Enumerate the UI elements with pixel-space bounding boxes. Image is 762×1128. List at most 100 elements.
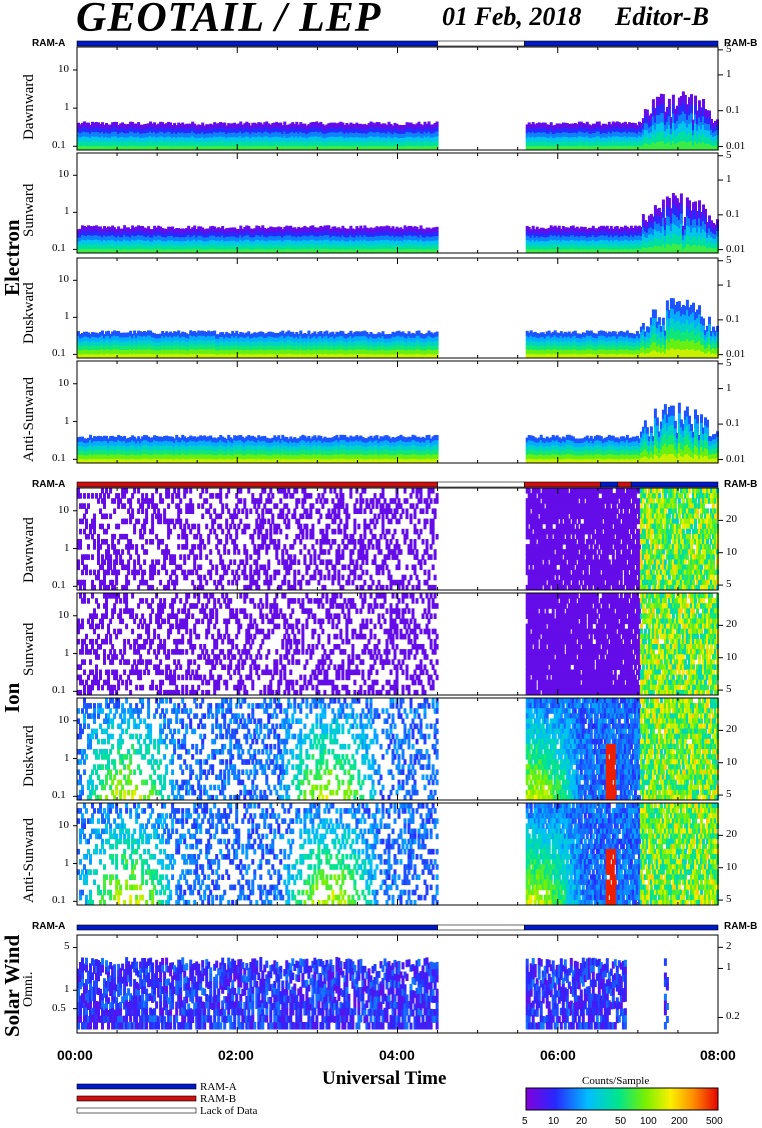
y-tick-label: 1 [64,415,70,427]
ram-segment-ion [617,481,632,488]
instrument-title: GEOTAIL / LEP [76,0,381,42]
y-tick-label-right: 5 [726,788,732,800]
panel-ion-anti-sunward [73,802,723,906]
panel-ion-duskward [73,697,723,801]
y-tick-label-right: 1 [726,961,732,973]
ion-sunward-label: Sunward [21,623,38,676]
colorbar-tick: 500 [706,1116,723,1127]
y-tick-label: 10 [58,63,69,75]
panel-electron-anti-sunward [73,360,723,464]
electron-dawnward-label: Dawnward [21,74,38,140]
y-tick-label-right: 10 [726,651,737,663]
y-tick-label: 1 [64,647,70,659]
colorbar-tick: 10 [548,1116,559,1127]
ion-anti-sunward-label: Anti-Sunward [21,818,38,903]
colorbar-tick: 20 [576,1116,587,1127]
legend-swatch-ram-b [76,1095,197,1102]
y-tick-label: 10 [58,273,69,285]
panel-ion-sunward [73,592,723,696]
ram-segment-ion [524,481,601,488]
legend-ram-b-label: RAM-B [200,1093,236,1105]
panel-electron-sunward [73,152,723,254]
panel-ion-dawnward [73,487,723,591]
y-tick-label-right: 20 [726,723,737,735]
ram-segment-solar_wind [524,924,719,931]
y-tick-label: 0.1 [52,139,66,151]
y-tick-label-right: 5 [726,149,732,161]
panel-solar-wind-omni [73,934,723,1034]
y-tick-label-right: 0.01 [726,453,745,465]
ram-segment-ion [437,481,525,488]
ram-segment-electron [524,40,719,47]
y-tick-label-right: 20 [726,618,737,630]
y-tick-label-right: 1 [726,173,732,185]
y-tick-label-right: 20 [726,513,737,525]
y-tick-label: 1 [64,101,70,113]
y-tick-label-right: 5 [726,893,732,905]
y-tick-label-right: 5 [726,43,732,55]
y-tick-label-right: 0.01 [726,243,745,255]
y-tick-label: 0.1 [52,789,66,801]
y-tick-label: 10 [58,714,69,726]
y-tick-label: 1 [64,857,70,869]
x-axis-label: Universal Time [322,1068,446,1090]
ion-duskward-label: Duskward [21,725,38,787]
panel-electron-dawnward [73,46,723,151]
electron-sunward-label: Sunward [21,184,38,237]
electron-ram-right-label: RAM-B [724,38,757,49]
y-tick-label-right: 20 [726,828,737,840]
colorbar-tick: 5 [522,1116,528,1127]
y-tick-label-right: 10 [726,546,737,558]
date-title: 01 Feb, 2018 [442,2,581,32]
y-tick-label-right: 2 [726,940,732,952]
y-tick-label-right: 1 [726,278,732,290]
y-tick-label: 1 [64,205,70,217]
y-tick-label-right: 10 [726,861,737,873]
y-tick-label: 1 [64,752,70,764]
colorbar-tick: 50 [615,1116,626,1127]
ram-segment-solar_wind [76,924,438,931]
y-tick-label: 1 [64,542,70,554]
y-tick-label: 0.1 [52,452,66,464]
colorbar-title: Counts/Sample [582,1075,649,1087]
y-tick-label: 1 [64,310,70,322]
panel-electron-duskward [73,257,723,359]
y-tick-label-right: 0.01 [726,348,745,360]
sw-ram-right-label: RAM-B [724,921,757,932]
y-tick-label: 10 [58,504,69,516]
y-tick-label: 0.1 [52,684,66,696]
y-tick-label-right: 1 [726,68,732,80]
y-tick-label-right: 0.1 [726,313,740,325]
y-tick-label-right: 10 [726,756,737,768]
x-tick-label: 06:00 [540,1047,576,1063]
y-tick-label: 10 [58,168,69,180]
sw-ram-left-label: RAM-A [32,921,65,932]
y-tick-label: 10 [58,377,69,389]
ram-segment-electron [437,40,525,47]
y-tick-label: 10 [58,819,69,831]
y-tick-label-right: 0.1 [726,104,740,116]
ram-segment-ion [630,481,719,488]
electron-duskward-label: Duskward [21,282,38,344]
x-tick-label: 00:00 [57,1047,93,1063]
legend-lack-label: Lack of Data [200,1105,257,1117]
colorbar-tick: 100 [640,1116,657,1127]
y-tick-label-right: 0.1 [726,417,740,429]
y-tick-label: 1 [64,983,70,995]
y-tick-label-right: 1 [726,382,732,394]
ion-dawnward-label: Dawnward [21,517,38,583]
y-tick-label: 10 [58,609,69,621]
x-tick-label: 02:00 [218,1047,254,1063]
ion-ram-left-label: RAM-A [32,479,65,490]
y-tick-label-right: 5 [726,254,732,266]
ram-segment-ion [76,481,438,488]
y-tick-label: 0.1 [52,242,66,254]
legend-swatch-ram-a [76,1083,197,1090]
ion-ram-right-label: RAM-B [724,479,757,490]
y-tick-label: 0.5 [52,1002,66,1014]
y-tick-label-right: 0.01 [726,140,745,152]
y-tick-label-right: 5 [726,578,732,590]
colorbar-tick: 200 [671,1116,688,1127]
ram-segment-ion [600,481,619,488]
